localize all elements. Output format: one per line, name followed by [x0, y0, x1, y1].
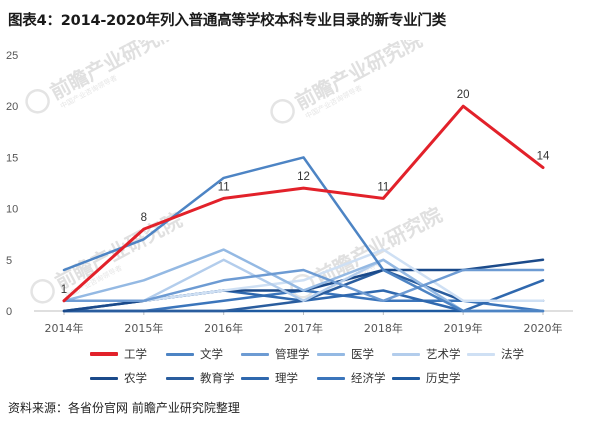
data-label: 1 [61, 284, 67, 296]
legend-label: 教育学 [200, 371, 235, 385]
watermark-text: 前瞻产业研究院 [291, 40, 426, 114]
data-label: 11 [218, 181, 230, 193]
x-tick-label: 2019年 [444, 321, 483, 335]
watermark-logo-icon [30, 279, 55, 304]
legend-item: 管理学 [241, 346, 310, 362]
series-lines [62, 104, 545, 313]
x-tick-label: 2015年 [124, 321, 163, 335]
legend-swatch [392, 352, 420, 356]
legend-swatch [241, 376, 269, 380]
legend-item: 理学 [241, 370, 298, 386]
legend-item: 经济学 [317, 370, 386, 386]
legend-label: 管理学 [275, 347, 310, 361]
y-axis: 0 5 10 15 20 25 [6, 50, 18, 318]
legend-label: 经济学 [351, 371, 386, 385]
legend-item: 文学 [166, 346, 223, 362]
legend-item: 历史学 [392, 370, 461, 386]
x-axis: 2014年 2015年 2016年 2017年 2018年 2019年 2020年 [34, 310, 573, 335]
y-tick-label: 0 [6, 306, 12, 318]
y-tick-label: 5 [6, 255, 12, 267]
watermark-logo-icon [270, 99, 295, 124]
y-tick-label: 25 [6, 50, 18, 62]
data-label: 11 [377, 181, 389, 193]
data-label: 12 [297, 171, 310, 183]
legend-label: 法学 [501, 347, 524, 361]
series-line-艺术学 [62, 258, 545, 313]
legend-label: 医学 [351, 347, 374, 361]
data-label: 14 [537, 151, 550, 163]
chart-title: 图表4：2014-2020年列入普通高等学校本科专业目录的新专业门类 [8, 13, 447, 29]
y-tick-label: 15 [6, 152, 18, 164]
watermark-logo-icon [25, 89, 50, 114]
legend-item: 工学 [90, 346, 147, 362]
legend-label: 工学 [124, 347, 147, 361]
series-line-理学 [62, 279, 545, 313]
series-line-农学 [62, 258, 545, 313]
data-label: 20 [457, 89, 470, 101]
series-line-工学 [62, 104, 545, 303]
data-label: 8 [141, 212, 147, 224]
legend-item: 农学 [90, 370, 147, 386]
legend-swatch [90, 352, 118, 356]
series-line-管理学 [62, 268, 545, 303]
legend-item: 法学 [467, 346, 524, 362]
watermark-text: 前瞻产业研究院 [46, 40, 181, 104]
legend-swatch [317, 376, 345, 380]
legend-swatch [166, 376, 194, 380]
x-tick-label: 2018年 [364, 321, 403, 335]
legend-item: 医学 [317, 346, 374, 362]
legend-swatch [317, 352, 345, 356]
chart-legend: 工学 文学 管理学 医学 艺术学 法学农学 教育学 理学 经济学 历史学 [0, 346, 594, 386]
y-tick-label: 20 [6, 101, 18, 113]
legend-swatch [90, 376, 118, 380]
legend-item: 教育学 [166, 370, 235, 386]
legend-swatch [166, 352, 194, 356]
x-tick-label: 2016年 [204, 321, 243, 335]
legend-label: 文学 [200, 347, 223, 361]
x-tick-label: 2020年 [524, 321, 563, 335]
series-line-文学 [62, 156, 545, 313]
legend-swatch [467, 352, 495, 356]
legend-label: 历史学 [426, 371, 461, 385]
x-tick-label: 2017年 [284, 321, 323, 335]
legend-swatch [241, 352, 269, 356]
legend-label: 农学 [124, 371, 147, 385]
legend-label: 艺术学 [426, 347, 461, 361]
x-tick-label: 2014年 [45, 321, 84, 335]
legend-swatch [392, 376, 420, 380]
legend-label: 理学 [275, 371, 298, 385]
y-tick-label: 10 [6, 204, 18, 216]
source-note: 资料来源：各省份官网 前瞻产业研究院整理 [8, 401, 240, 415]
data-labels: 1 8 11 12 11 20 14 [61, 89, 550, 296]
legend-item: 艺术学 [392, 346, 461, 362]
